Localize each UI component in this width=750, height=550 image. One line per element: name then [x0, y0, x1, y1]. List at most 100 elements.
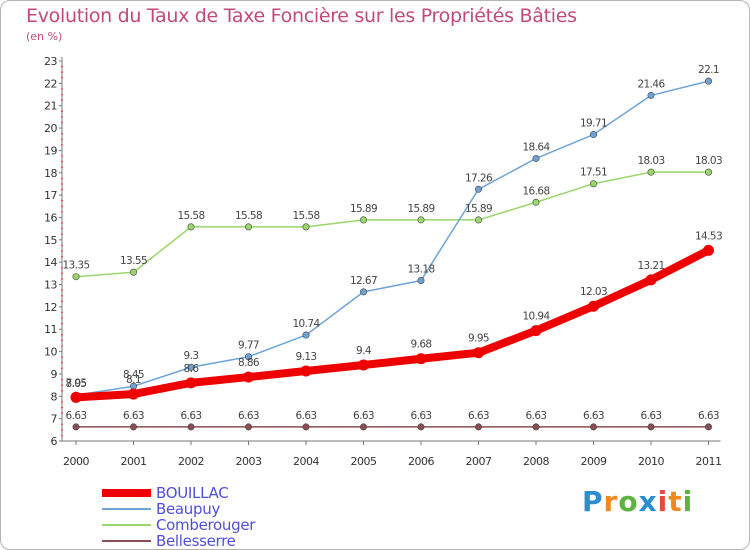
data-label-comberouger: 17.51 [580, 167, 607, 179]
data-point-beaupuy [532, 154, 540, 162]
y-minor-tick [61, 428, 63, 431]
data-point-bouillac [128, 388, 139, 400]
data-label-bouillac: 9.95 [468, 333, 489, 345]
data-point-comberouger [589, 180, 597, 188]
data-point-bellesserre [187, 423, 195, 431]
x-tick-label: 2003 [236, 455, 262, 468]
chart-title: Evolution du Taux de Taxe Foncière sur l… [26, 5, 577, 27]
y-tick-labels: 6 7 8 9 10 11 12 13 14 15 16 17 18 19 20 21 22 23 [44, 55, 58, 448]
data-point-bouillac [415, 353, 427, 365]
y-minor-tick [61, 177, 63, 180]
y-minor-tick [61, 400, 63, 403]
data-point-beaupuy [474, 185, 482, 193]
y-tick-label: 16 [44, 211, 57, 224]
data-label-bellesserre: 6.63 [468, 410, 489, 422]
y-minor-tick [61, 244, 63, 247]
y-minor-tick [61, 155, 63, 157]
logo-letter: P [582, 485, 604, 518]
legend-label-comberouger: Comberouger [156, 516, 256, 534]
logo-letter: x [638, 485, 658, 518]
y-minor-tick [61, 143, 63, 146]
data-point-bellesserre [704, 423, 712, 431]
y-minor-tick [61, 434, 63, 437]
data-label-comberouger: 15.89 [350, 203, 377, 215]
y-minor-tick [61, 289, 63, 292]
x-tick-label: 2008 [523, 455, 549, 468]
data-point-bouillac [243, 371, 254, 383]
y-tick-label: 22 [44, 77, 57, 90]
y-minor-tick [61, 210, 63, 213]
data-point-comberouger [187, 223, 195, 231]
data-point-bouillac [645, 274, 657, 286]
y-minor-tick [61, 110, 63, 113]
y-minor-tick [61, 367, 63, 370]
series-line-comberouger [75, 171, 710, 278]
data-label-bouillac: 7.95 [66, 377, 87, 389]
data-point-beaupuy [359, 288, 367, 296]
logo-letter: r [603, 485, 619, 518]
logo-letter: o [618, 485, 639, 518]
data-point-bouillac [703, 244, 714, 256]
y-minor-tick [61, 317, 63, 319]
data-point-comberouger [474, 216, 482, 224]
data-point-bouillac [300, 365, 312, 377]
data-label-comberouger: 15.58 [292, 210, 319, 222]
y-minor-tick [61, 132, 63, 135]
data-label-beaupuy: 9.3 [184, 350, 199, 362]
data-label-bouillac: 13.21 [637, 260, 664, 272]
x-tick-label: 2001 [121, 455, 147, 468]
series-points [70, 77, 714, 431]
data-point-bellesserre [130, 423, 138, 431]
data-label-bouillac: 10.94 [522, 311, 550, 323]
data-label-comberouger: 13.55 [120, 255, 147, 267]
data-label-bouillac: 8.6 [184, 363, 200, 375]
y-tick-label: 7 [51, 413, 58, 426]
y-minor-tick [61, 233, 63, 236]
data-point-beaupuy [589, 131, 597, 139]
data-point-comberouger [647, 168, 655, 176]
data-point-comberouger [72, 273, 80, 281]
y-minor-tick [61, 339, 63, 342]
y-minor-tick [61, 93, 63, 96]
data-label-bellesserre: 6.63 [296, 410, 317, 422]
data-label-beaupuy: 8.45 [123, 369, 144, 381]
data-label-bellesserre: 6.63 [641, 410, 662, 422]
y-minor-tick [61, 255, 63, 258]
y-minor-tick [61, 121, 63, 124]
data-point-beaupuy [704, 77, 712, 85]
y-minor-tick [61, 406, 63, 409]
data-label-beaupuy: 10.74 [292, 318, 320, 330]
y-minor-tick [61, 412, 63, 414]
y-tick-label: 19 [44, 144, 57, 157]
y-minor-tick [61, 356, 63, 359]
y-minor-tick [61, 423, 63, 426]
data-point-comberouger [417, 216, 425, 224]
y-minor-tick [61, 250, 63, 252]
data-labels: 7.95 8.1 8.6 8.86 9.13 9.4 9.68 9.95 10.94 12.03 1… [62, 64, 722, 422]
y-tick-label: 17 [44, 189, 57, 202]
data-label-beaupuy: 13.18 [407, 264, 434, 276]
x-tick-label: 2009 [581, 455, 607, 468]
y-tick-label: 12 [44, 301, 57, 314]
data-point-bellesserre [245, 423, 253, 431]
data-label-beaupuy: 17.26 [465, 172, 493, 184]
data-point-bellesserre [359, 423, 367, 431]
data-label-bouillac: 9.4 [356, 345, 372, 357]
data-point-bouillac [530, 325, 542, 337]
data-point-bellesserre [474, 423, 482, 431]
data-label-bellesserre: 6.63 [353, 410, 374, 422]
data-label-bouillac: 8.1 [126, 374, 141, 386]
y-minor-tick [61, 345, 63, 347]
y-tick-label: 6 [51, 435, 58, 448]
logo-letter: t [668, 485, 683, 518]
data-label-bellesserre: 6.63 [698, 410, 719, 422]
data-label-bellesserre: 6.63 [583, 410, 604, 422]
y-tick-label: 11 [44, 323, 57, 336]
x-tick-label: 2011 [696, 455, 722, 468]
data-point-bouillac [70, 391, 82, 403]
y-tick-label: 15 [44, 234, 57, 247]
y-minor-tick [61, 166, 63, 169]
